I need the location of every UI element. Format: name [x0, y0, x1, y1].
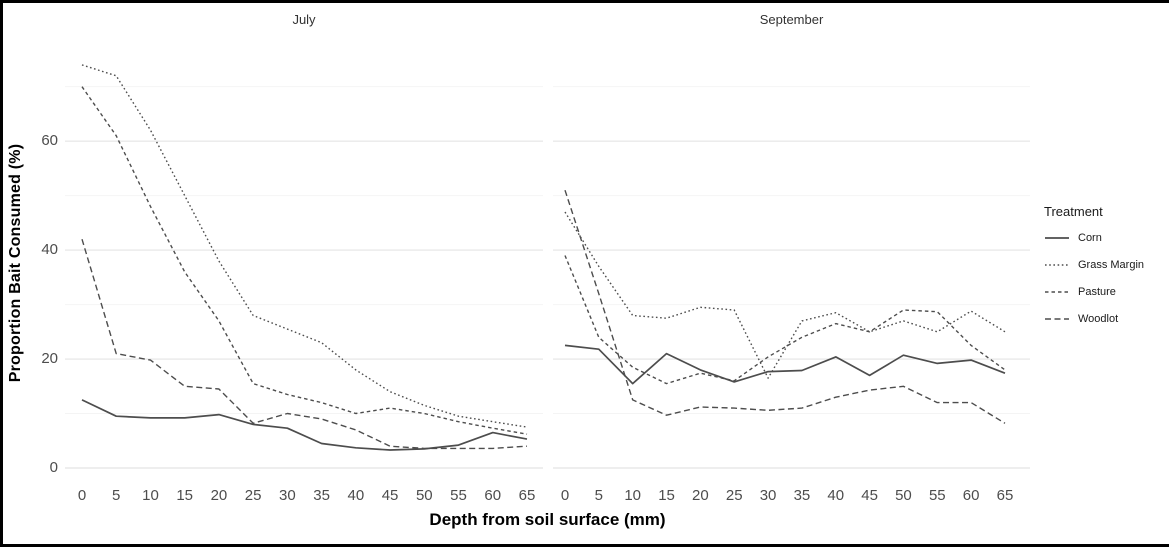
x-tick-label: 35: [313, 487, 330, 504]
x-axis-title: Depth from soil surface (mm): [429, 510, 666, 529]
x-tick-label: 20: [692, 487, 709, 504]
x-tick-label: 50: [895, 487, 912, 504]
frame-border-left: [0, 0, 3, 547]
x-tick-label: 10: [624, 487, 642, 504]
x-tick-label: 0: [560, 487, 570, 504]
facet-strip-september: September: [759, 12, 824, 27]
legend-item-grass-margin: Grass Margin: [1044, 258, 1166, 271]
x-tick-label: 55: [450, 487, 467, 504]
series-line-grass-margin: [564, 211, 1006, 379]
y-tick-label: 20: [41, 350, 58, 368]
x-tick-label: 25: [725, 487, 743, 504]
x-tick-label: 40: [347, 487, 365, 504]
x-tick-label: 45: [381, 487, 399, 504]
x-tick-label: 60: [484, 487, 502, 504]
x-tick-label: 40: [827, 487, 845, 504]
grass-margin-line-sample-icon: [1045, 263, 1069, 266]
x-tick-label: 5: [594, 487, 604, 504]
woodlot-line-sample-icon: [1045, 317, 1069, 320]
legend-label: Woodlot: [1078, 312, 1119, 325]
x-axis-tick-labels: 0 5 10 15 20 25 30 35 40 45 50 55 60 65 0 5 10 15 20 25 30 35…: [0, 487, 1169, 507]
x-tick-label: 50: [415, 487, 433, 504]
x-tick-label: 65: [996, 487, 1014, 504]
series-line-corn: [81, 399, 528, 451]
series-line-woodlot: [81, 238, 528, 450]
x-tick-label: 0: [77, 487, 87, 504]
legend-label: Corn: [1078, 231, 1102, 244]
x-tick-label: 15: [658, 487, 675, 504]
y-tick-label: 0: [49, 459, 58, 476]
legend-item-woodlot: Woodlot: [1044, 312, 1166, 325]
legend: Treatment Corn Grass Margin Pasture Wood…: [1044, 204, 1166, 339]
x-tick-label: 15: [176, 487, 194, 504]
x-tick-label: 55: [928, 487, 946, 504]
frame-border-bottom: [0, 544, 1169, 547]
facet-strip-july: July: [292, 12, 316, 27]
series-line-grass-margin: [81, 64, 528, 428]
x-tick-label: 65: [518, 487, 536, 504]
legend-title: Treatment: [1044, 204, 1103, 219]
y-tick-label: 40: [41, 241, 58, 259]
y-tick-label: 60: [41, 132, 58, 150]
frame-border-top: [0, 0, 1169, 3]
series-line-corn: [564, 344, 1006, 385]
legend-label: Grass Margin: [1078, 258, 1145, 271]
x-tick-label: 20: [210, 487, 228, 504]
corn-line-sample-icon: [1045, 236, 1069, 239]
panel-september-plot: [553, 40, 1030, 480]
pasture-line-sample-icon: [1045, 290, 1069, 293]
series-line-woodlot: [564, 189, 1006, 424]
x-tick-label: 5: [112, 487, 121, 504]
x-tick-label: 30: [759, 487, 777, 504]
legend-label: Pasture: [1078, 285, 1116, 298]
x-tick-label: 30: [279, 487, 296, 504]
x-tick-label: 25: [244, 487, 262, 504]
x-tick-label: 10: [142, 487, 159, 504]
x-tick-label: 60: [962, 487, 980, 504]
series-line-pasture: [564, 255, 1006, 385]
panel-july-plot: [65, 40, 543, 480]
series-line-pasture: [81, 86, 528, 435]
legend-item-corn: Corn: [1044, 231, 1166, 244]
x-tick-label: 45: [861, 487, 878, 504]
x-tick-label: 35: [793, 487, 811, 504]
legend-item-pasture: Pasture: [1044, 285, 1166, 298]
